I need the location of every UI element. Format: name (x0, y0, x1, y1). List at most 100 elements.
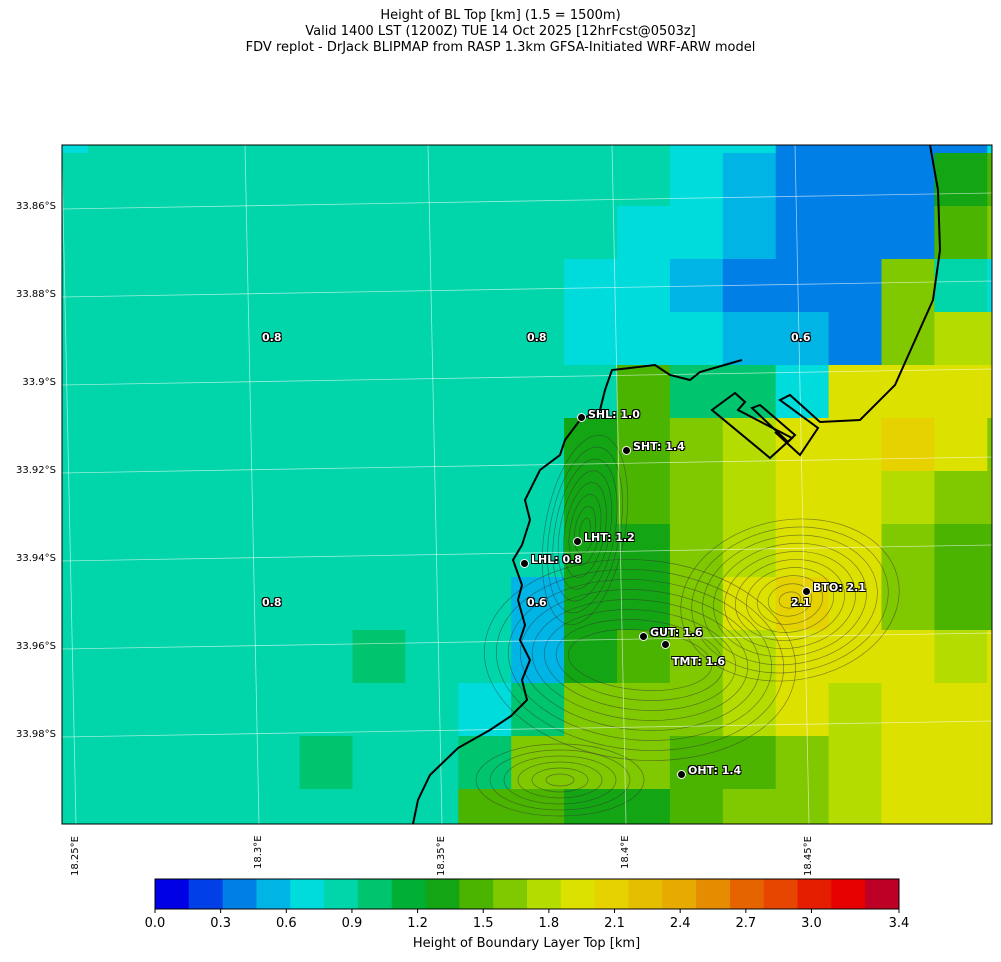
grid-cell (722, 471, 777, 525)
grid-cell (246, 206, 301, 260)
station-label-tmt: TMT: 1.6 (672, 655, 726, 668)
grid-cell (299, 683, 353, 737)
grid-cell (352, 789, 406, 825)
grid-cell (405, 418, 459, 472)
colorbar-swatch (628, 879, 663, 909)
station-marker-lhl[interactable] (520, 559, 529, 568)
grid-cell (458, 259, 512, 313)
grid-cell (299, 789, 353, 825)
grid-cell (669, 365, 724, 419)
grid-cell (987, 683, 993, 737)
grid-cell (458, 145, 512, 154)
grid-cell (140, 153, 195, 207)
grid-cell (299, 259, 353, 313)
station-marker-shl[interactable] (577, 413, 586, 422)
contour-line (680, 518, 900, 682)
grid-cell (987, 789, 993, 825)
grid-cell (299, 736, 353, 790)
grid-cell (88, 259, 142, 313)
grid-cell (722, 683, 777, 737)
contour-line (555, 619, 725, 701)
grid-cell (987, 153, 993, 207)
station-marker-bto[interactable] (802, 587, 811, 596)
grid-cell (405, 365, 459, 419)
grid-cell (352, 206, 406, 260)
grid-cell (458, 789, 512, 825)
station-marker-oht[interactable] (677, 770, 686, 779)
grid-cell (828, 418, 882, 472)
contour-line (483, 559, 797, 761)
grid-cell (140, 524, 195, 578)
grid-cell (934, 524, 988, 578)
grid-cell (88, 418, 142, 472)
station-marker-lht[interactable] (573, 537, 582, 546)
station-label-lhl: LHL: 0.8 (531, 553, 582, 566)
grid-cell (669, 145, 724, 154)
grid-cell (722, 365, 777, 419)
grid-cell (88, 577, 142, 631)
grid-cell (511, 683, 565, 737)
grid-cell (405, 683, 459, 737)
grid-cell (881, 365, 935, 419)
grid-cell (246, 524, 301, 578)
grid-cell (193, 683, 248, 737)
grid-cell (934, 312, 988, 366)
grid-cell (775, 524, 830, 578)
colorbar-tick-label: 1.5 (472, 916, 494, 931)
colorbar-swatch (797, 879, 832, 909)
station-marker-sht[interactable] (622, 446, 631, 455)
colorbar-swatch (391, 879, 427, 909)
grid-cell (62, 577, 89, 631)
grid-cell (140, 736, 195, 790)
grid-cell (881, 145, 935, 154)
station-label-gut: GUT: 1.6 (650, 626, 703, 639)
grid-cell (934, 577, 988, 631)
grid-cell (669, 312, 724, 366)
grid-cell (617, 312, 671, 366)
grid-cell (352, 736, 406, 790)
grid-cell (722, 789, 777, 825)
grid-cell (987, 145, 993, 154)
grid-cell (246, 736, 301, 790)
area-value: 2.1 (791, 596, 811, 609)
grid-cell (617, 259, 671, 313)
grid-cell (881, 259, 935, 313)
grid-cell (934, 630, 988, 684)
grid-cell (511, 153, 565, 207)
grid-cell (62, 206, 89, 260)
grid-cell (88, 524, 142, 578)
grid-cell (775, 145, 830, 154)
grid-cell (934, 145, 988, 154)
colorbar-tick-label: 0.3 (210, 916, 231, 931)
grid-cell (722, 312, 777, 366)
grid-cell (458, 206, 512, 260)
grid-cell (511, 206, 565, 260)
station-marker-tmt[interactable] (661, 640, 670, 649)
grid-cell (828, 312, 882, 366)
lon-label: 18.25°E (70, 836, 81, 876)
grid-cell (193, 577, 248, 631)
grid-cell (140, 206, 195, 260)
figure-title-line-2: Valid 1400 LST (1200Z) TUE 14 Oct 2025 [… (305, 24, 696, 39)
grid-cell (669, 206, 724, 260)
grid-cell (62, 365, 89, 419)
grid-cell (987, 736, 993, 790)
grid-cell (934, 365, 988, 419)
grid-cell (88, 683, 142, 737)
station-marker-gut[interactable] (639, 632, 648, 641)
grid-cell (511, 145, 565, 154)
grid-cell (617, 471, 671, 525)
lat-label: 33.94°S (16, 553, 56, 564)
grid-cell (246, 365, 301, 419)
contour-line (724, 551, 856, 649)
contour-line (579, 517, 591, 543)
area-value: 0.8 (262, 331, 282, 344)
grid-cell (934, 206, 988, 260)
colorbar-tick-label: 0.0 (144, 916, 166, 931)
grid-cell (62, 145, 89, 154)
grid-cell (405, 259, 459, 313)
grid-cell (722, 736, 777, 790)
grid-cell (246, 471, 301, 525)
grid-cell (458, 365, 512, 419)
colorbar-swatch (729, 879, 765, 909)
